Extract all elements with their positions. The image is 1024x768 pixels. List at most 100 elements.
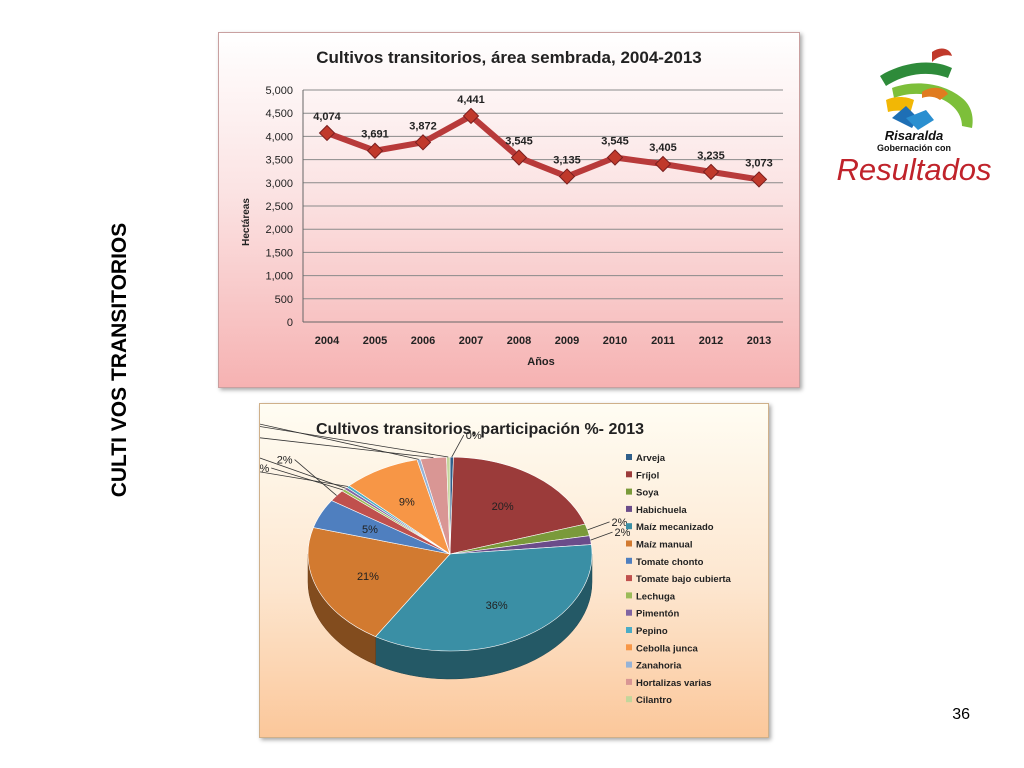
x-tick-label: 2013	[747, 335, 771, 347]
line-chart-panel: Cultivos transitorios, área sembrada, 20…	[218, 32, 800, 388]
legend-swatch	[626, 523, 632, 530]
data-label: 3,691	[361, 129, 389, 141]
data-point-marker	[462, 107, 480, 125]
pie-chart-title: Cultivos transitorios, participación %- …	[316, 421, 644, 438]
data-label: 3,235	[697, 150, 725, 162]
line-chart-title: Cultivos transitorios, área sembrada, 20…	[316, 48, 702, 67]
legend-label: Fríjol	[636, 470, 659, 481]
data-label: 3,135	[553, 155, 581, 167]
x-tick-label: 2011	[651, 335, 675, 347]
pie-chart-panel: Cultivos transitorios, participación %- …	[198, 403, 769, 738]
legend-swatch	[626, 557, 632, 564]
y-tick-label: 2,500	[265, 201, 293, 213]
data-label: 3,545	[505, 136, 533, 148]
data-point-marker	[366, 142, 384, 159]
data-point-marker	[510, 149, 528, 166]
line-chart: Cultivos transitorios, área sembrada, 20…	[241, 48, 783, 368]
legend-swatch	[626, 592, 632, 599]
x-tick-label: 2007	[459, 335, 483, 347]
y-tick-label: 4,000	[265, 131, 293, 143]
y-axis-label: Hectáreas	[241, 198, 252, 246]
legend-swatch	[626, 505, 632, 512]
data-point-marker	[318, 124, 336, 142]
risaralda-logo-graphic: Risaralda Gobernación con Resultados	[836, 48, 992, 187]
legend-label: Lechuga	[636, 591, 676, 602]
x-tick-label: 2005	[363, 335, 387, 347]
data-point-marker	[558, 168, 576, 185]
y-tick-label: 500	[275, 294, 293, 306]
logo-gobernacion: Gobernación con	[877, 143, 951, 153]
legend-label: Tomate bajo cubierta	[636, 574, 732, 585]
data-label: 4,441	[457, 94, 485, 106]
pie-data-label: 2%	[612, 517, 628, 529]
legend-label: Maíz manual	[636, 540, 693, 551]
legend-swatch	[626, 661, 632, 668]
data-label: 3,405	[649, 142, 677, 154]
x-tick-label: 2008	[507, 335, 531, 347]
legend-swatch	[626, 678, 632, 685]
gobernacion-logo: Risaralda Gobernación con Resultados	[822, 40, 1002, 190]
line-series	[325, 112, 760, 183]
y-tick-label: 0	[287, 317, 293, 329]
legend-label: Habichuela	[636, 505, 687, 516]
data-label: 4,074	[313, 111, 341, 123]
x-tick-label: 2012	[699, 335, 723, 347]
legend-label: Zanahoria	[636, 661, 682, 672]
pie-data-label: 2%	[615, 527, 631, 539]
pie-leader-line	[241, 435, 434, 459]
logo-resultados: Resultados	[836, 152, 991, 187]
legend-swatch	[626, 627, 632, 633]
legend-label: Arveja	[636, 453, 666, 464]
x-tick-label: 2010	[603, 335, 627, 347]
legend-label: Pepino	[636, 626, 668, 637]
legend-swatch	[626, 454, 632, 460]
y-tick-label: 4,500	[265, 108, 293, 120]
legend-swatch	[626, 696, 632, 703]
y-tick-label: 2,000	[265, 224, 293, 236]
side-title: CULTI VOS TRANSITORIOS	[108, 222, 131, 498]
legend-label: Cebolla junca	[636, 643, 698, 654]
legend-label: Soya	[636, 488, 659, 499]
legend-label: Pimentón	[636, 609, 679, 620]
y-tick-label: 1,000	[265, 271, 293, 283]
legend-swatch	[626, 575, 632, 582]
pie-data-label: 5%	[362, 524, 378, 536]
y-tick-label: 3,500	[265, 155, 293, 167]
pie-leader-line	[256, 422, 419, 460]
pie-leader-line	[226, 420, 449, 458]
legend-swatch	[626, 488, 632, 495]
pie-leader-line	[451, 434, 465, 458]
legend-label: Tomate chonto	[636, 557, 704, 568]
data-point-marker	[606, 149, 624, 166]
pie-leader-line	[271, 467, 344, 491]
pie-slice	[449, 456, 586, 555]
pie-leader-line	[587, 521, 610, 531]
y-tick-label: 5,000	[265, 85, 293, 97]
legend-label: Hortalizas varias	[636, 678, 712, 689]
pie-chart: Cultivos transitorios, participación %- …	[198, 416, 732, 706]
y-tick-label: 1,500	[265, 247, 293, 259]
x-tick-label: 2004	[315, 335, 340, 347]
legend-label: Maíz mecanizado	[636, 522, 714, 533]
y-tick-label: 3,000	[265, 178, 293, 190]
legend-swatch	[626, 471, 632, 478]
logo-risaralda: Risaralda	[885, 128, 944, 143]
pie-slice	[307, 527, 451, 637]
data-label: 3,073	[745, 157, 773, 169]
data-label: 3,545	[601, 136, 629, 148]
pie-leader-line	[243, 451, 346, 489]
legend-swatch	[626, 540, 632, 547]
pie-data-label: 9%	[399, 497, 415, 509]
pie-data-label: 2%	[277, 455, 293, 467]
data-point-marker	[702, 163, 720, 181]
legend-label: Cilantro	[636, 695, 672, 706]
pie-data-label: 20%	[492, 501, 514, 513]
data-point-marker	[750, 171, 768, 188]
x-axis-label: Años	[527, 356, 555, 368]
legend-swatch	[626, 644, 632, 651]
pie-data-label: 36%	[486, 600, 508, 612]
data-point-marker	[654, 155, 672, 173]
data-label: 3,872	[409, 120, 437, 132]
x-tick-label: 2006	[411, 335, 435, 347]
pie-slice	[375, 544, 593, 652]
